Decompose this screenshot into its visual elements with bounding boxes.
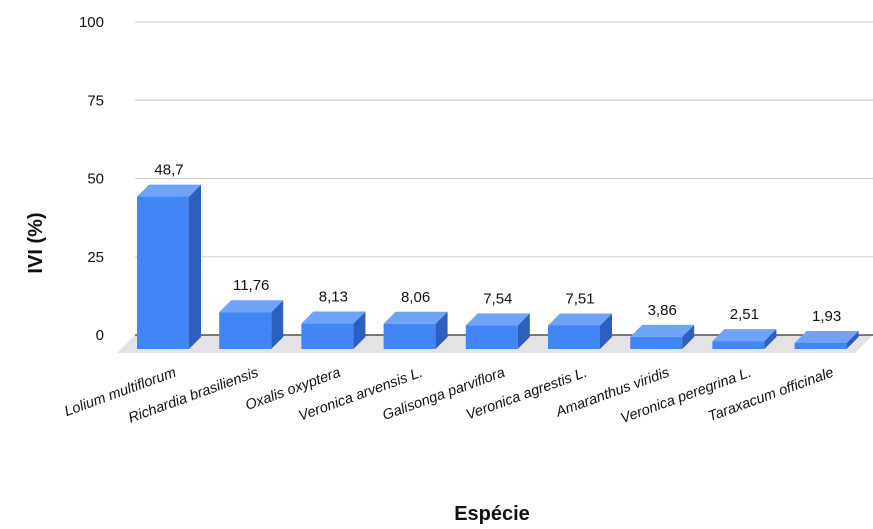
bars-layer [137, 184, 859, 349]
bar-top [630, 324, 695, 337]
data-label: 1,93 [812, 308, 841, 325]
bar-front [794, 342, 847, 349]
bar-top [301, 311, 366, 324]
y-tick-label: 100 [79, 14, 104, 31]
y-tick-label: 25 [87, 249, 104, 266]
bar [630, 324, 695, 349]
bar-front [301, 323, 354, 349]
data-label: 7,51 [565, 290, 594, 307]
bar-front [548, 325, 600, 349]
data-label: 48,7 [154, 162, 183, 179]
bar-front [465, 325, 518, 349]
bar-front [630, 336, 683, 349]
bar-front [712, 341, 765, 349]
bar-front [219, 312, 272, 349]
bar [219, 300, 284, 349]
bar-side [353, 311, 366, 349]
y-tick-label: 75 [87, 92, 104, 109]
grid-layer: 0 25 50 75 100 [79, 14, 873, 344]
bar-side [435, 311, 448, 349]
bar-front [383, 323, 436, 349]
bar-top [219, 300, 284, 313]
data-label: 7,54 [483, 290, 512, 307]
bar-side [764, 329, 777, 349]
y-axis-title: IVI (%) [25, 212, 47, 273]
y-tick-label: 50 [87, 171, 104, 188]
bar [301, 311, 366, 349]
bar-top [465, 313, 530, 326]
bar [465, 313, 530, 349]
bar-side [846, 330, 859, 349]
bar-side [600, 313, 612, 349]
bar-top [548, 313, 612, 326]
bar [137, 184, 201, 349]
bar [712, 329, 777, 349]
data-label: 8,06 [401, 289, 430, 306]
bar [383, 311, 448, 349]
bar-top [137, 184, 201, 197]
data-label: 3,86 [648, 302, 677, 319]
bar-side [189, 184, 201, 349]
data-label: 2,51 [730, 306, 759, 323]
bar-top [712, 329, 777, 342]
y-tick-label: 0 [96, 327, 104, 344]
bar-side [517, 313, 530, 349]
bar [548, 313, 612, 349]
bar-front [137, 196, 189, 349]
bar [794, 330, 859, 349]
bar-side [271, 300, 284, 349]
data-label: 8,13 [319, 289, 348, 306]
bar-top [794, 330, 859, 343]
bar-top [383, 311, 448, 324]
data-label: 11,76 [233, 277, 269, 294]
x-axis-title: Espécie [454, 503, 530, 525]
bar-side [682, 324, 695, 349]
